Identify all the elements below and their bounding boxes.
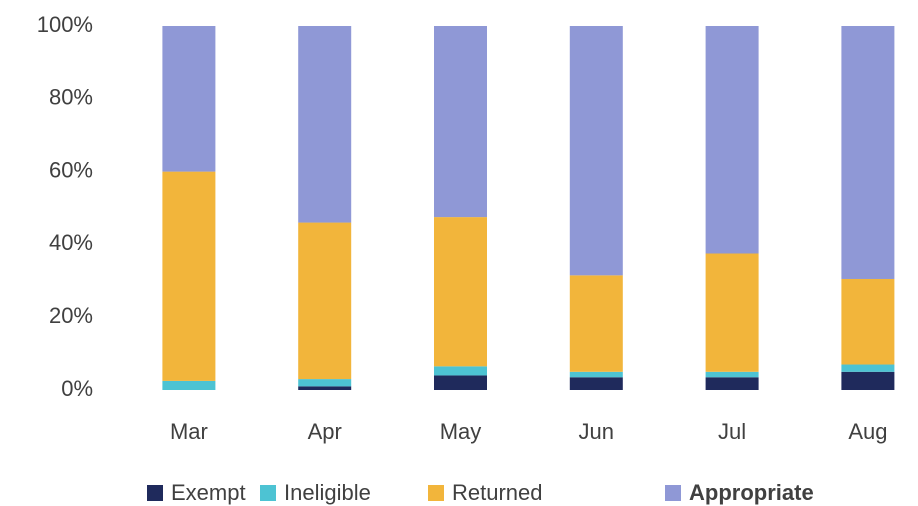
y-tick-label: 40% — [49, 230, 93, 255]
y-tick-label: 20% — [49, 303, 93, 328]
bar-segment — [569, 371, 623, 378]
bar-segment — [434, 375, 487, 390]
legend-swatch — [260, 485, 276, 501]
legend-swatch — [665, 485, 681, 501]
legend-swatch — [428, 485, 444, 501]
x-tick-label: Mar — [170, 419, 208, 444]
bar-segment — [162, 26, 216, 172]
bar-segment — [705, 371, 759, 378]
bar-segment — [569, 275, 623, 372]
legend-label: Returned — [452, 480, 543, 505]
bar-segment — [705, 253, 759, 372]
bar-segment — [841, 364, 895, 372]
y-tick-label: 60% — [49, 157, 93, 182]
bar-segment — [705, 26, 759, 254]
bar-segment — [298, 379, 352, 387]
legend-label: Exempt — [171, 480, 246, 505]
bar-segment — [162, 380, 216, 390]
bar-segment — [841, 371, 895, 390]
y-tick-label: 100% — [37, 12, 93, 37]
bar-segment — [841, 26, 895, 279]
bar-segment — [298, 26, 352, 223]
y-tick-label: 80% — [49, 85, 93, 110]
bar-segment — [162, 171, 216, 381]
bar-segment — [434, 26, 487, 218]
bar-segment — [569, 26, 623, 276]
x-tick-label: May — [440, 419, 482, 444]
legend-label: Appropriate — [689, 480, 814, 505]
bar-segment — [298, 222, 352, 380]
y-tick-label: 0% — [61, 376, 93, 401]
legend-swatch — [147, 485, 163, 501]
x-tick-label: Jul — [718, 419, 746, 444]
bar-segment — [434, 366, 487, 376]
bar-segment — [705, 377, 759, 390]
legend-label: Ineligible — [284, 480, 371, 505]
x-tick-label: Jun — [579, 419, 614, 444]
bar-segment — [298, 386, 352, 390]
bar-segment — [569, 377, 623, 390]
bar-segment — [841, 278, 895, 365]
x-tick-label: Aug — [848, 419, 887, 444]
x-tick-label: Apr — [308, 419, 342, 444]
bar-segment — [434, 217, 487, 367]
